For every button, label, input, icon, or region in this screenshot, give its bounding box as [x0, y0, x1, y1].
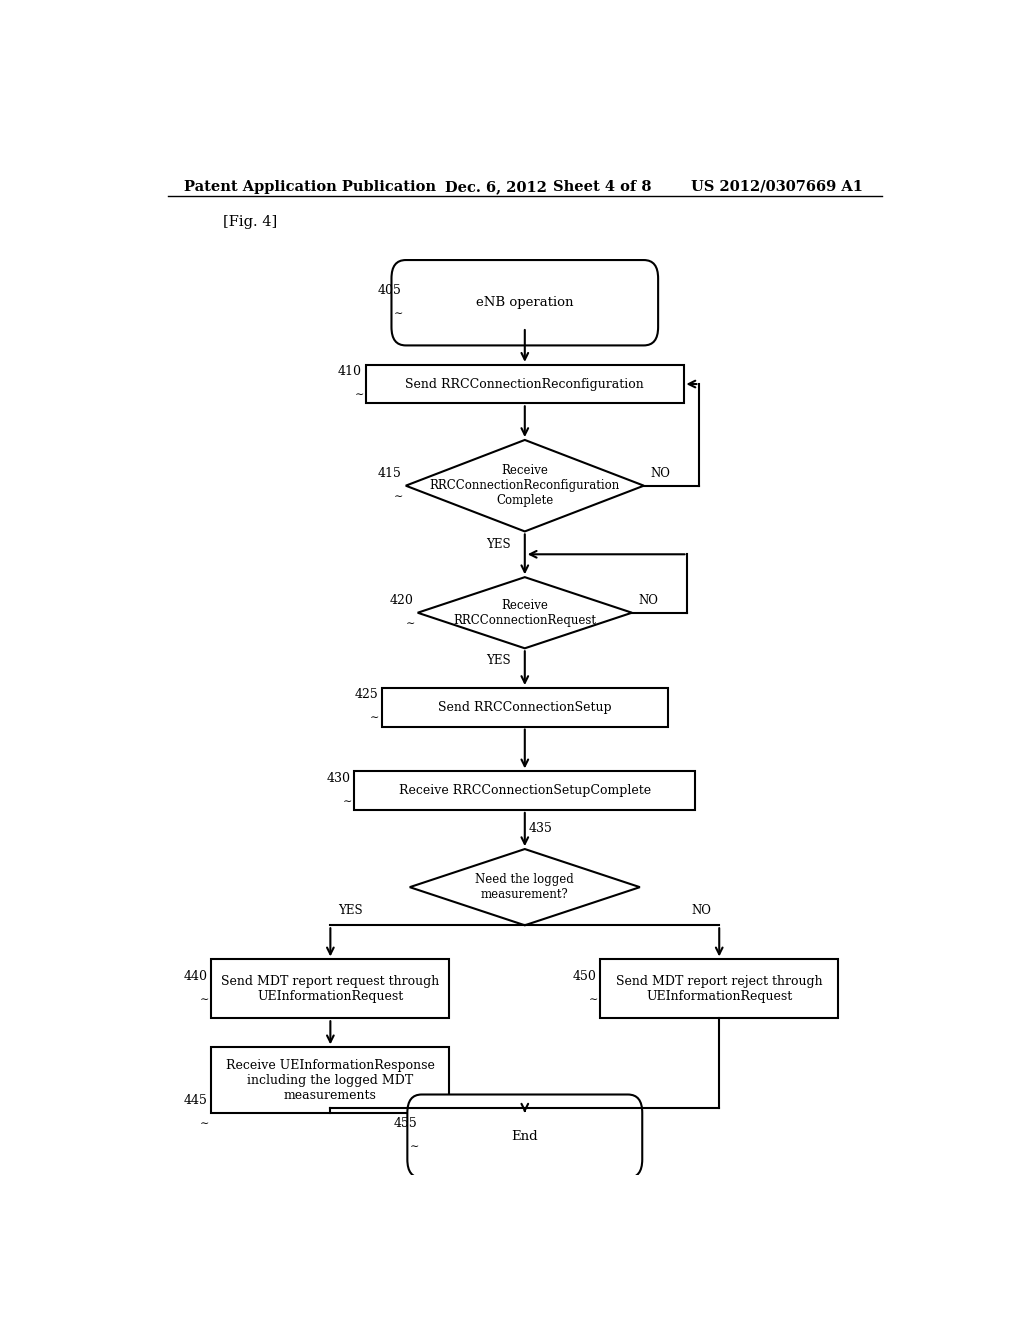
Text: Receive UEInformationResponse
including the logged MDT
measurements: Receive UEInformationResponse including …	[226, 1059, 435, 1102]
Bar	[367, 364, 684, 404]
Polygon shape	[406, 440, 644, 532]
Text: Patent Application Publication: Patent Application Publication	[183, 180, 435, 194]
Text: 405: 405	[378, 284, 401, 297]
Text: ∼: ∼	[371, 713, 380, 723]
Text: 455: 455	[394, 1117, 418, 1130]
Text: ∼: ∼	[394, 492, 403, 502]
Bar	[382, 688, 668, 726]
Text: ∼: ∼	[354, 391, 364, 400]
Bar	[600, 960, 839, 1018]
Text: NO: NO	[638, 594, 658, 607]
Text: ∼: ∼	[410, 1142, 419, 1152]
Text: NO: NO	[691, 904, 712, 917]
Text: Receive RRCConnectionSetupComplete: Receive RRCConnectionSetupComplete	[398, 784, 651, 797]
Text: eNB operation: eNB operation	[476, 296, 573, 309]
Text: Receive
RRCConnectionRequest: Receive RRCConnectionRequest	[454, 599, 596, 627]
Text: YES: YES	[486, 655, 511, 668]
Text: Send MDT report request through
UEInformationRequest: Send MDT report request through UEInform…	[221, 974, 439, 1003]
Text: 430: 430	[327, 771, 350, 784]
Text: Need the logged
measurement?: Need the logged measurement?	[475, 873, 574, 902]
Text: 440: 440	[183, 970, 207, 982]
Text: ∼: ∼	[200, 995, 209, 1005]
Text: Send RRCConnectionReconfiguration: Send RRCConnectionReconfiguration	[406, 378, 644, 391]
Text: US 2012/0307669 A1: US 2012/0307669 A1	[691, 180, 863, 194]
Text: 445: 445	[183, 1094, 207, 1107]
Text: ∼: ∼	[342, 797, 352, 807]
FancyBboxPatch shape	[391, 260, 658, 346]
Bar	[211, 960, 450, 1018]
Text: YES: YES	[338, 904, 362, 917]
Text: ∼: ∼	[406, 619, 416, 628]
Text: Sheet 4 of 8: Sheet 4 of 8	[553, 180, 651, 194]
Text: 410: 410	[338, 364, 362, 378]
Text: 415: 415	[378, 466, 401, 479]
Text: 420: 420	[390, 594, 414, 607]
Text: ∼: ∼	[200, 1119, 209, 1130]
Text: ∼: ∼	[589, 995, 598, 1005]
Text: YES: YES	[486, 537, 511, 550]
Text: 425: 425	[354, 688, 378, 701]
Polygon shape	[418, 577, 632, 648]
FancyBboxPatch shape	[408, 1094, 642, 1177]
Polygon shape	[410, 849, 640, 925]
Text: Send MDT report reject through
UEInformationRequest: Send MDT report reject through UEInforma…	[615, 974, 822, 1003]
Text: 435: 435	[528, 822, 553, 834]
Text: NO: NO	[650, 467, 670, 480]
Text: [Fig. 4]: [Fig. 4]	[223, 215, 278, 230]
Text: 450: 450	[572, 970, 596, 982]
Text: ∼: ∼	[394, 309, 403, 319]
Bar	[211, 1047, 450, 1113]
Text: Send RRCConnectionSetup: Send RRCConnectionSetup	[438, 701, 611, 714]
Bar	[354, 771, 695, 810]
Text: End: End	[511, 1130, 539, 1143]
Text: Dec. 6, 2012: Dec. 6, 2012	[445, 180, 548, 194]
Text: Receive
RRCConnectionReconfiguration
Complete: Receive RRCConnectionReconfiguration Com…	[430, 465, 620, 507]
